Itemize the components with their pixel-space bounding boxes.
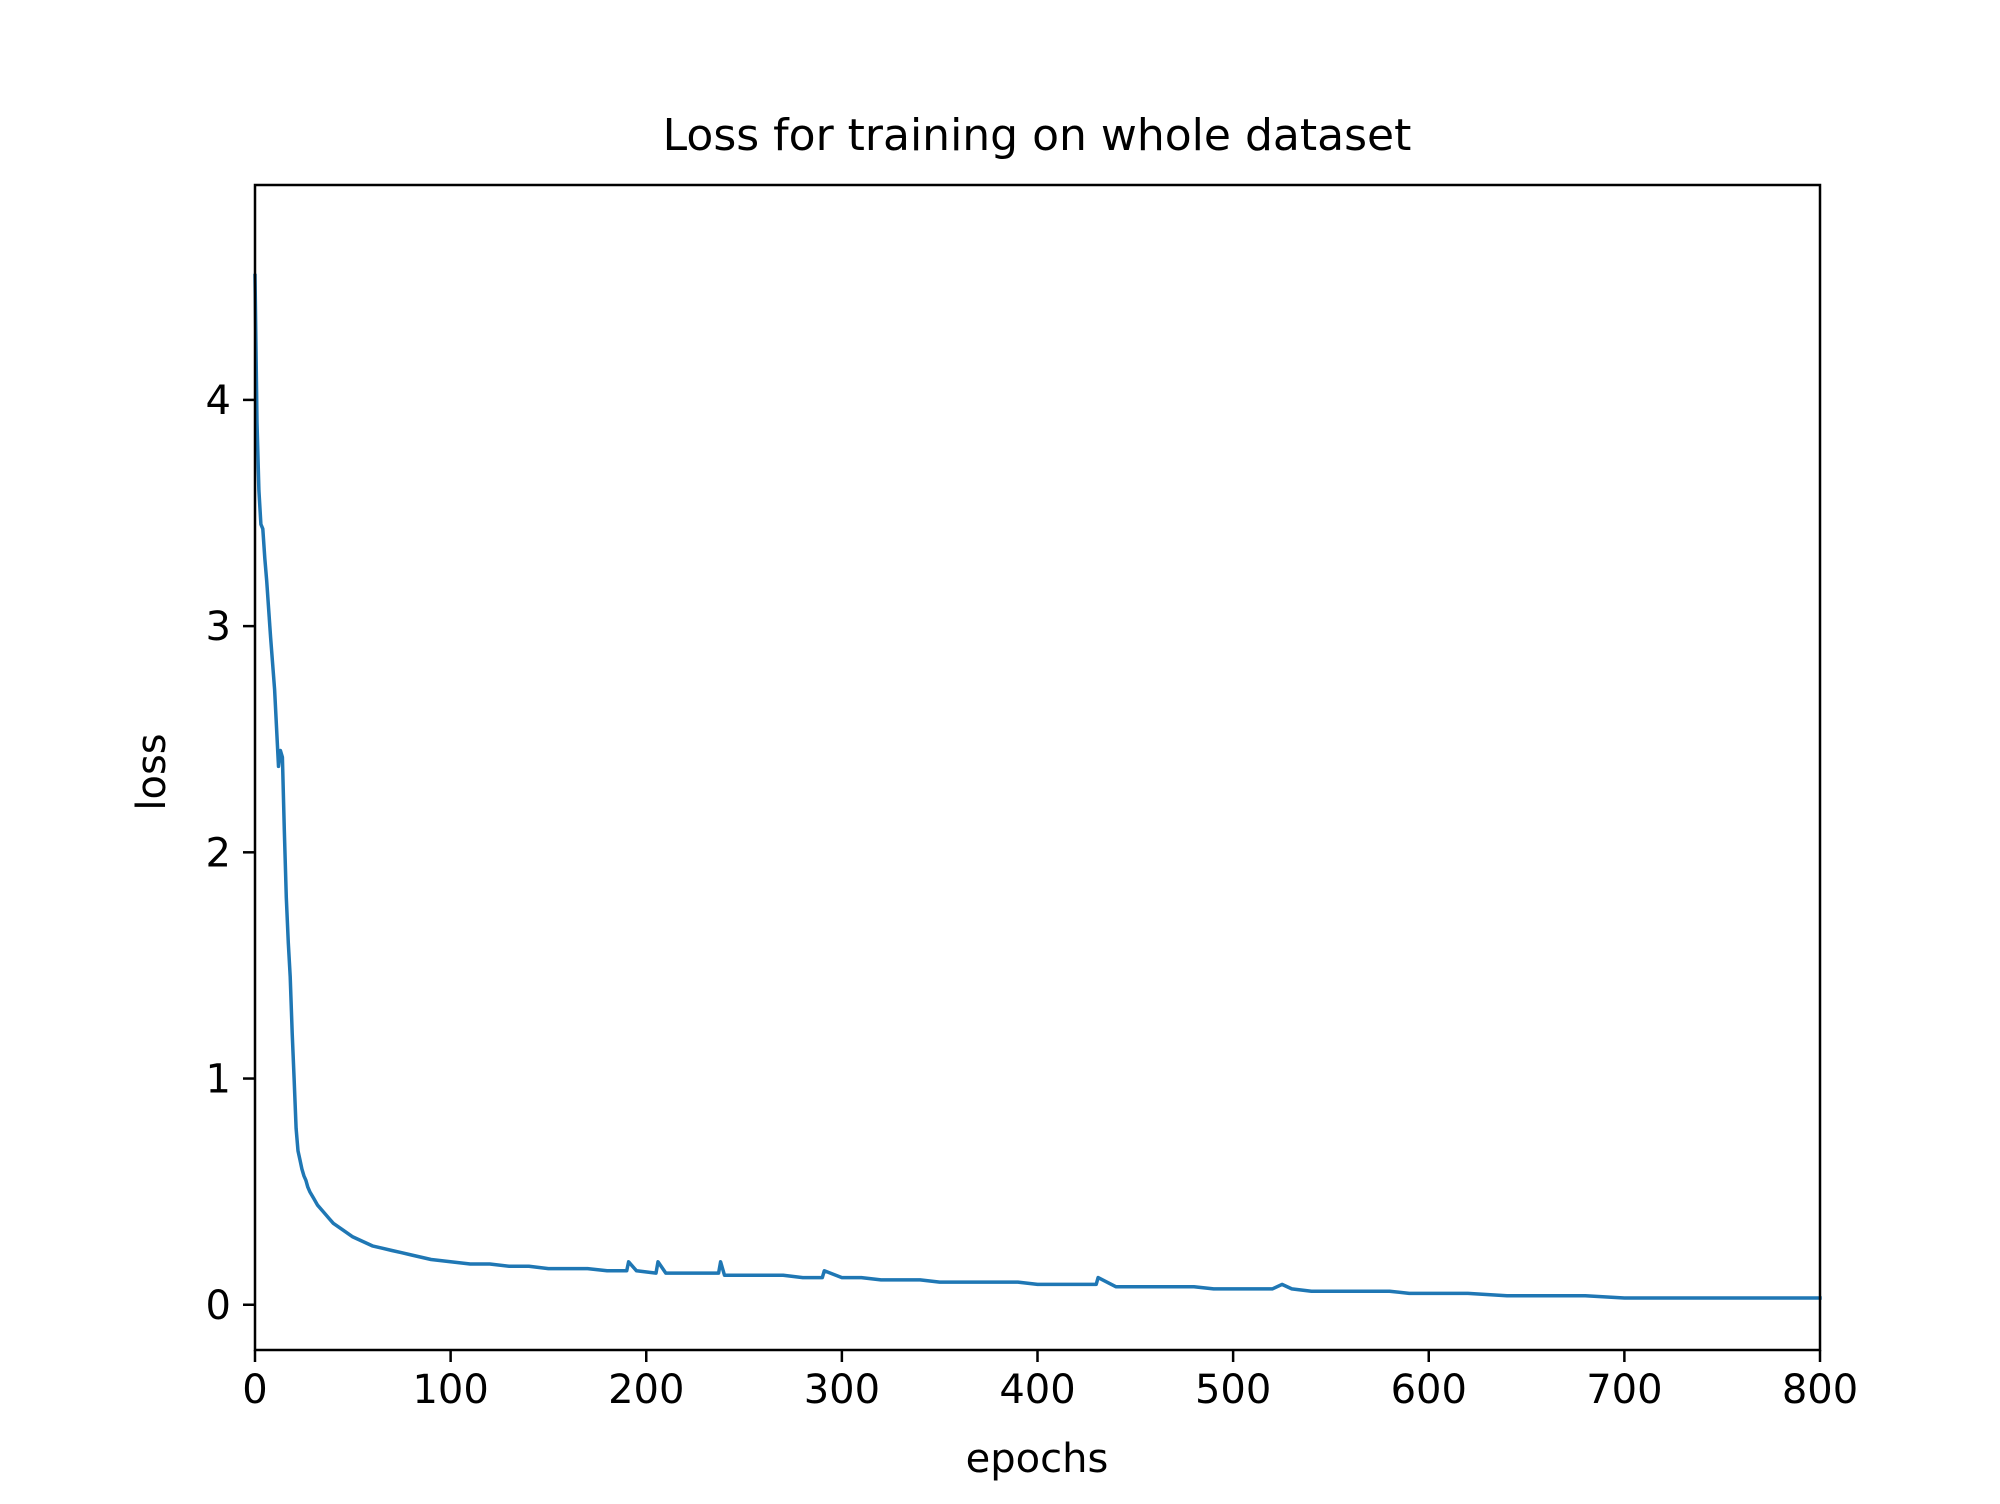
x-tick-label: 300 <box>804 1367 880 1413</box>
x-tick-label: 700 <box>1586 1367 1662 1413</box>
x-tick-label: 800 <box>1782 1367 1858 1413</box>
y-axis-label: loss <box>129 733 175 810</box>
loss-line <box>253 273 1822 1300</box>
x-tick-label: 400 <box>999 1367 1075 1413</box>
plot-frame <box>253 183 1822 1352</box>
chart-title: Loss for training on whole dataset <box>663 110 1412 161</box>
y-axis-ticks: 0 1 2 3 4 <box>206 378 255 1329</box>
y-tick-label: 3 <box>206 604 231 650</box>
x-tick-label: 600 <box>1391 1367 1467 1413</box>
x-tick-label: 100 <box>412 1367 488 1413</box>
x-axis-ticks: 0 100 200 300 400 500 600 700 800 <box>242 1350 1858 1413</box>
y-tick-label: 2 <box>206 830 231 876</box>
y-tick-label: 1 <box>206 1057 231 1103</box>
series-layer <box>253 273 1822 1300</box>
x-axis-label: epochs <box>966 1436 1109 1482</box>
x-tick-label: 0 <box>242 1367 267 1413</box>
y-tick-label: 0 <box>206 1283 231 1329</box>
x-tick-label: 200 <box>608 1367 684 1413</box>
y-tick-label: 4 <box>206 378 231 424</box>
x-tick-label: 500 <box>1195 1367 1271 1413</box>
